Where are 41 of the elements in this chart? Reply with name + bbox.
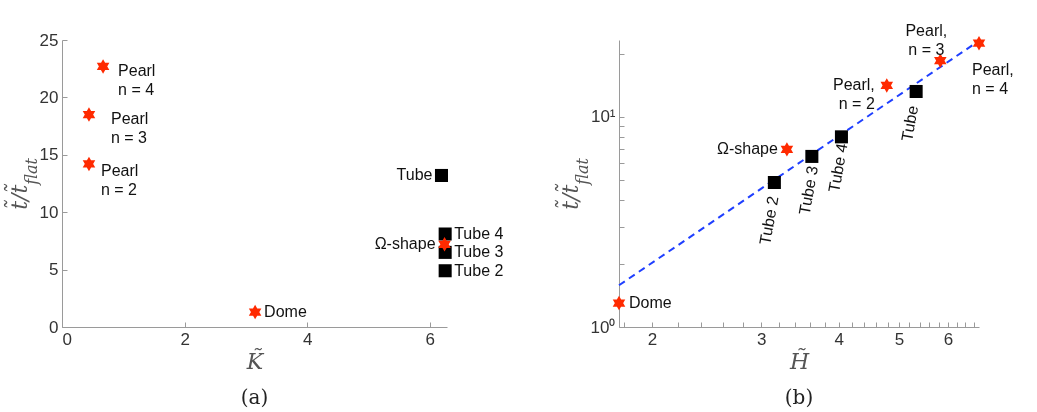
- x-tick-label: 4: [834, 329, 844, 349]
- x-tick-label: 6: [943, 329, 954, 349]
- annotation: Tube: [396, 166, 433, 184]
- annotation: Tube 4: [825, 141, 851, 194]
- x-tick-label: 0: [62, 329, 72, 349]
- x-axis-title: K̃: [245, 348, 265, 374]
- annotation: Tube: [898, 104, 922, 143]
- point: [434, 168, 448, 182]
- x-tick-label: 6: [425, 329, 436, 349]
- y-tick-label: 15: [39, 145, 59, 165]
- annotation: Dome: [629, 294, 672, 312]
- y-tick-label: 25: [39, 30, 59, 50]
- text: (a): [240, 385, 269, 409]
- annotation: Pearl, n = 3: [905, 21, 948, 58]
- annotation: Tube 3: [795, 164, 822, 217]
- annotation: Tube 4: [454, 225, 504, 243]
- x-tick-label: 4: [302, 329, 313, 349]
- annotation: Tube 2: [756, 194, 782, 247]
- y-tick-label: 10: [39, 202, 59, 222]
- annotation: Pearl n = 4: [118, 62, 156, 99]
- text: (b): [784, 385, 814, 409]
- x-tick-label: 3: [756, 329, 767, 349]
- y-tick-label: 5: [49, 260, 59, 280]
- annotation: Ω-shape: [374, 235, 436, 253]
- annotation: Ω-shape: [717, 140, 778, 158]
- point: [438, 227, 452, 241]
- annotation: Pearl, n = 4: [972, 61, 1014, 98]
- x-tick-label: 2: [647, 329, 658, 349]
- y-tick-label: 10¹: [590, 107, 616, 127]
- annotation: Pearl n = 3: [110, 109, 149, 146]
- annotation: Pearl n = 2: [100, 161, 139, 198]
- y-tick-label: 10⁰: [590, 317, 616, 337]
- y-tick-label: 20: [39, 87, 59, 107]
- point: [438, 264, 452, 278]
- x-tick-label: 5: [894, 329, 905, 349]
- annotation: Dome: [264, 303, 307, 321]
- x-tick-label: 2: [180, 329, 190, 349]
- x-axis-title: H̃: [788, 348, 810, 374]
- annotation: Pearl, n = 2: [832, 76, 875, 113]
- annotation: Tube 3: [454, 243, 504, 261]
- annotation: Tube 2: [454, 261, 504, 279]
